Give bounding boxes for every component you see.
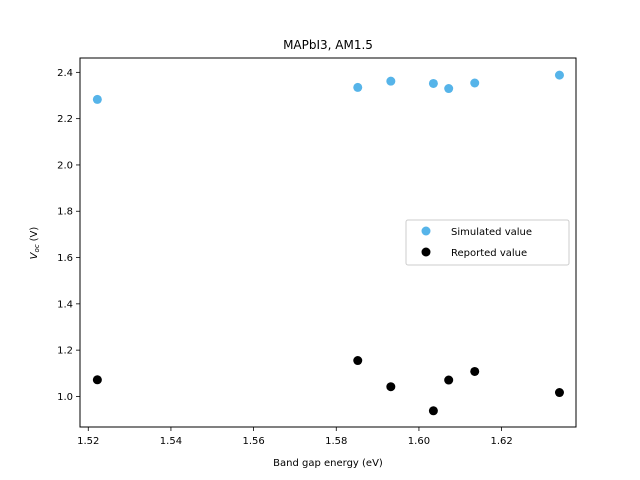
y-tick-label: 1.6 [57, 253, 73, 264]
data-point-simulated [428, 78, 438, 88]
x-tick-label: 1.56 [242, 436, 264, 447]
data-point-reported [554, 388, 564, 398]
data-point-reported [353, 356, 363, 366]
x-tick-label: 1.58 [325, 436, 347, 447]
data-point-simulated [444, 84, 454, 94]
x-tick-label: 1.62 [490, 436, 512, 447]
x-tick-label: 1.52 [77, 436, 99, 447]
legend-box [405, 219, 570, 266]
data-point-simulated [353, 82, 363, 92]
data-points [92, 70, 564, 416]
legend-label-simulated: Simulated value [451, 227, 532, 238]
y-tick-label: 1.4 [57, 299, 73, 310]
data-point-simulated [470, 78, 480, 88]
legend: Simulated value Reported value [405, 219, 570, 266]
chart-title: MAPbI3, AM1.5 [283, 38, 373, 52]
y-axis-label-subscript: oc [33, 244, 41, 252]
plot-frame [79, 57, 577, 428]
data-point-simulated [554, 70, 564, 80]
legend-marker-reported [421, 247, 431, 257]
y-tick-label: 2.4 [57, 68, 73, 79]
data-point-reported [92, 375, 102, 385]
legend-marker-simulated [421, 226, 431, 236]
y-axis-label-symbol: V [29, 251, 40, 259]
x-axis-label: Band gap energy (eV) [273, 458, 383, 469]
data-point-reported [386, 382, 396, 392]
y-tick-label: 1.0 [57, 392, 73, 403]
y-tick-label: 1.2 [57, 346, 73, 357]
x-tick-label: 1.54 [160, 436, 182, 447]
y-tick-label: 2.0 [57, 160, 73, 171]
y-axis-label-unit: (V) [29, 227, 40, 242]
y-tick-label: 2.2 [57, 114, 73, 125]
y-tick-label: 1.8 [57, 207, 73, 218]
data-point-reported [470, 366, 480, 376]
x-tick-label: 1.60 [408, 436, 430, 447]
x-axis-ticks: 1.52 1.54 1.56 1.58 1.60 1.62 [77, 427, 513, 447]
plot-area: 1.52 1.54 1.56 1.58 1.60 1.62 1.0 1.2 1.4 1.6 1.8… [57, 57, 577, 447]
y-axis-ticks: 1.0 1.2 1.4 1.6 1.8 2.0 2.2 2.4 [57, 68, 80, 403]
data-point-simulated [386, 76, 396, 86]
data-point-simulated [92, 94, 102, 104]
legend-label-reported: Reported value [451, 248, 527, 259]
data-point-reported [444, 375, 454, 385]
data-point-reported [428, 406, 438, 416]
y-axis-label: Voc (V) [29, 227, 41, 260]
